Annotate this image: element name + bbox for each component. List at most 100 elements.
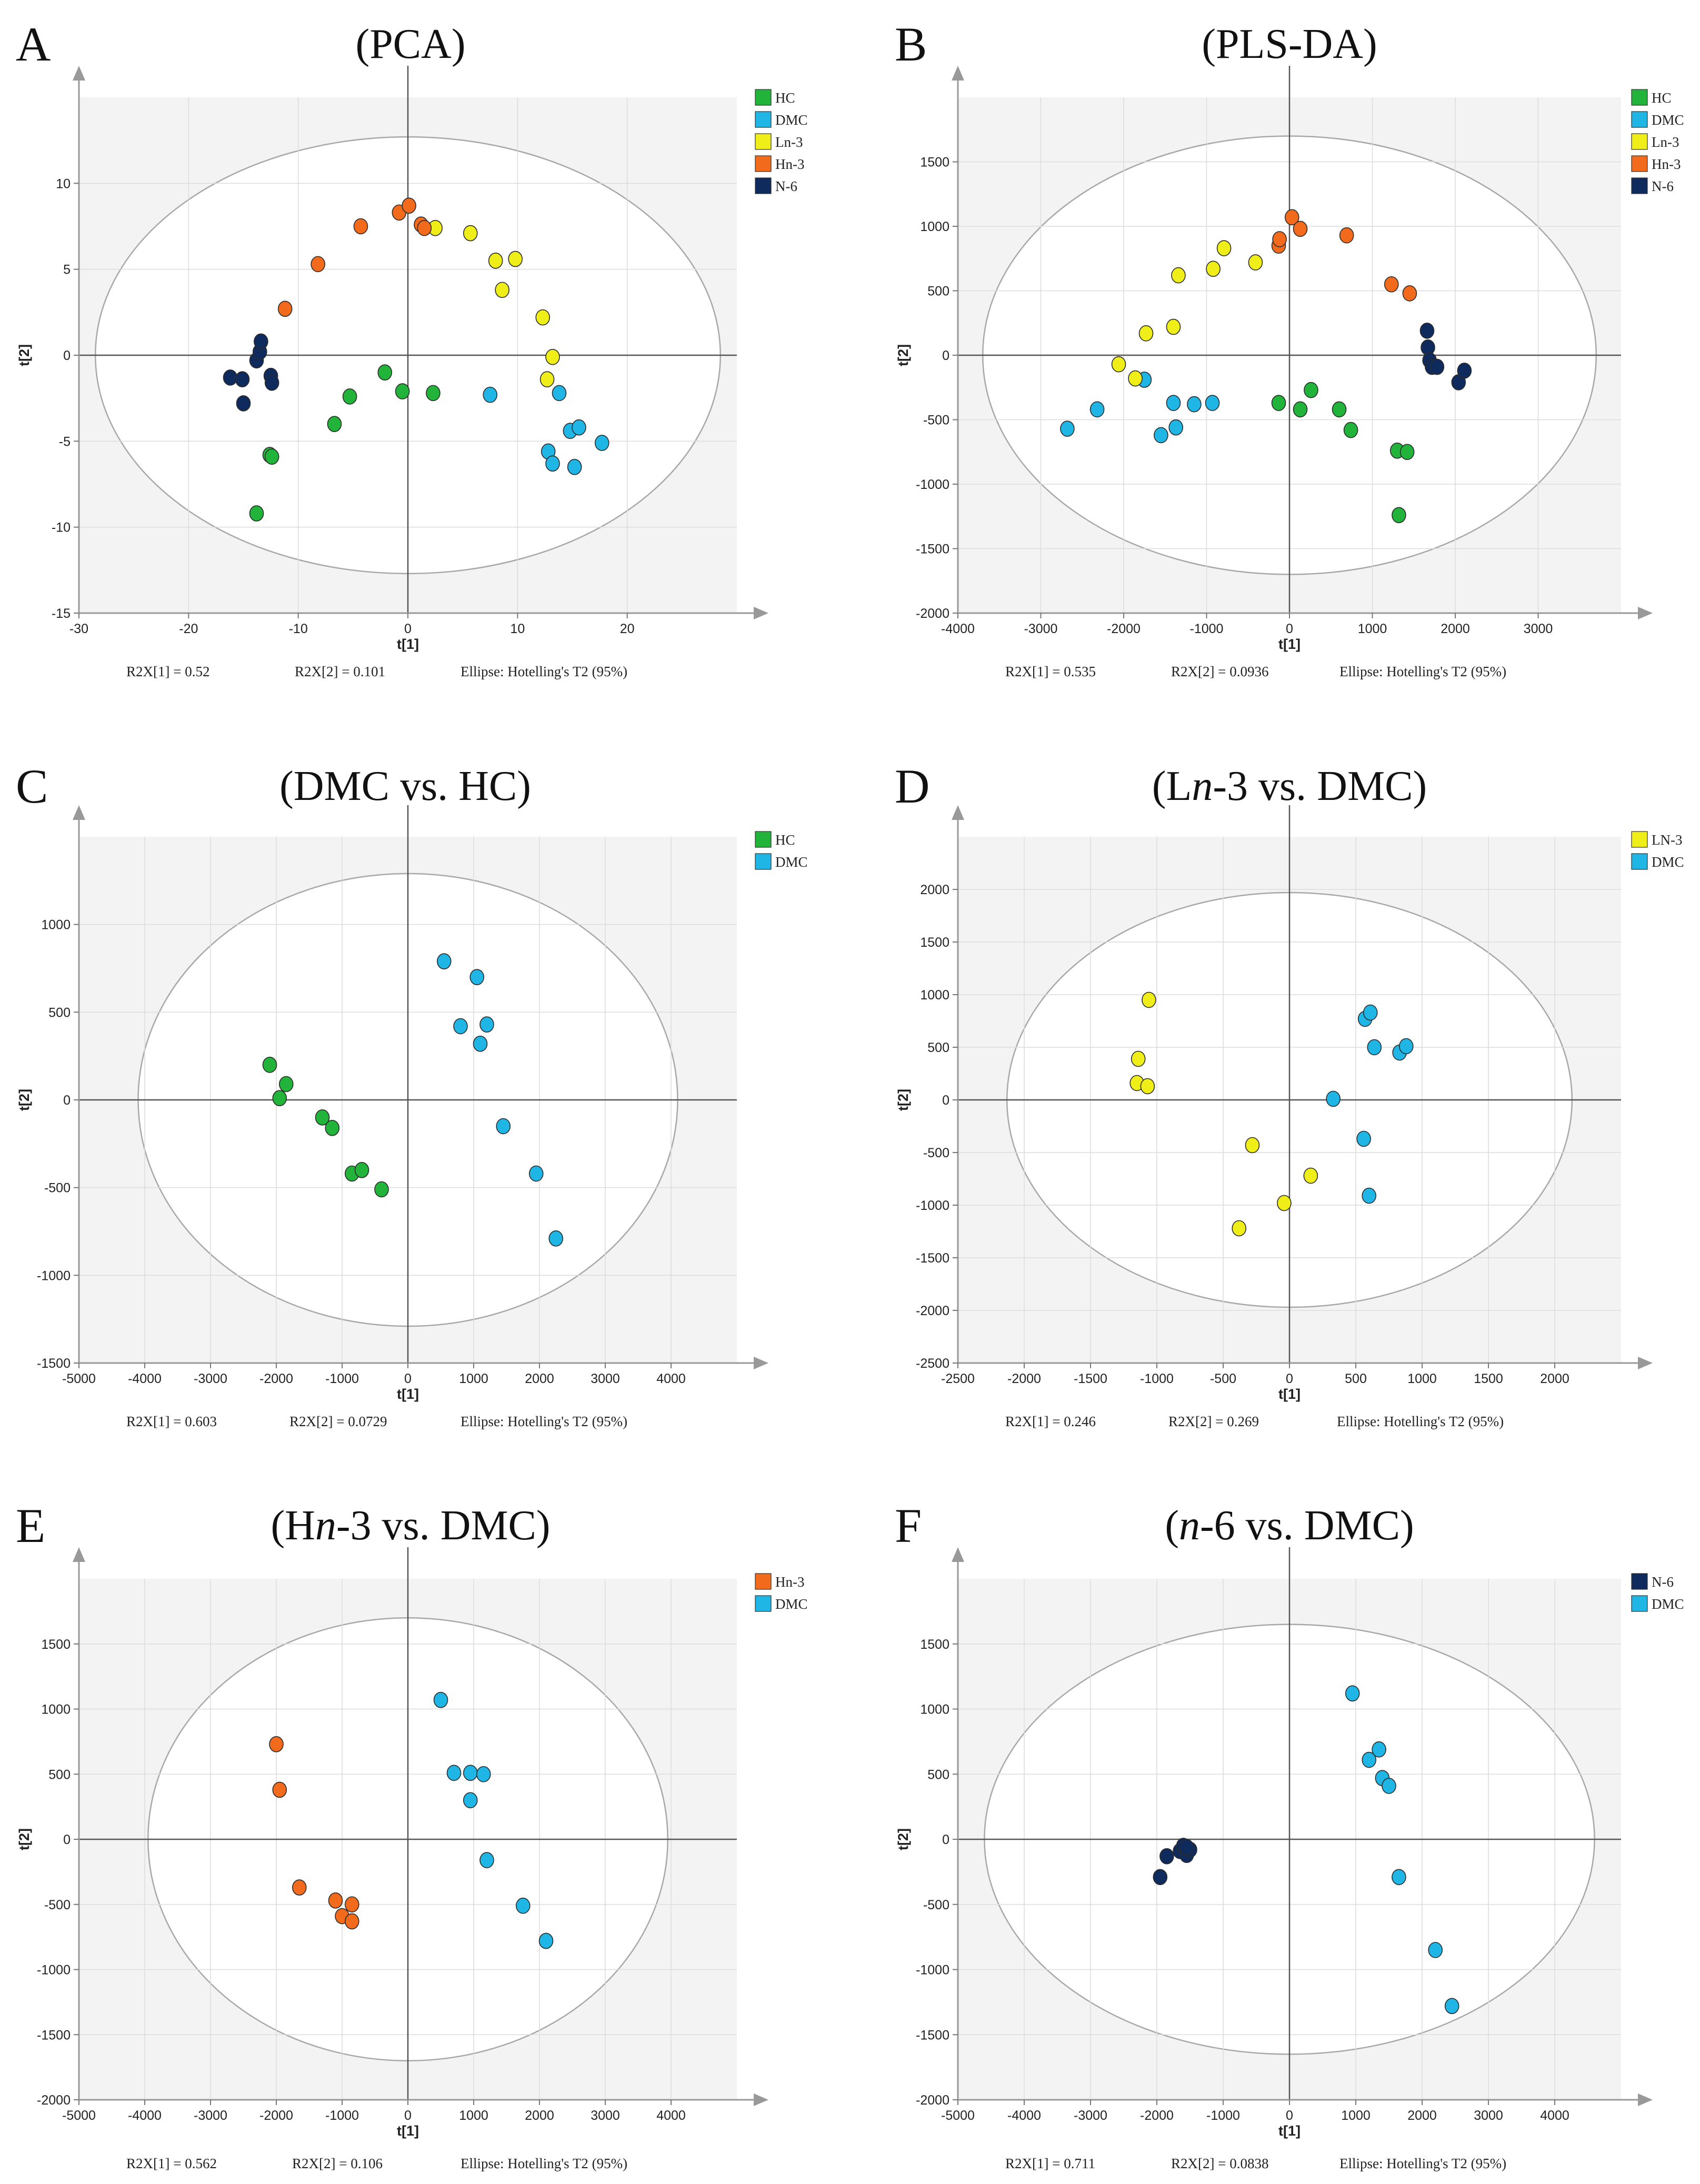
x-tick-label: 3000 (591, 2108, 620, 2123)
data-point (262, 1057, 277, 1073)
footer-ellipse: Ellipse: Hotelling's T2 (95%) (1337, 1414, 1504, 1429)
legend-label: DMC (1652, 112, 1684, 128)
data-point (1089, 401, 1105, 418)
legend-label: DMC (775, 112, 808, 128)
x-tick-label: 0 (1286, 622, 1293, 636)
y-axis-label: t[2] (895, 344, 911, 366)
data-point (469, 969, 485, 985)
data-point (417, 219, 432, 236)
data-point (1138, 325, 1154, 342)
data-point (1304, 382, 1318, 398)
y-tick-label: 1500 (920, 1637, 949, 1652)
panel-title: (DMC vs. HC) (279, 763, 531, 809)
x-axis-arrow (1638, 1357, 1653, 1369)
data-point (1171, 267, 1186, 284)
data-point (535, 309, 551, 326)
legend-label: HC (775, 90, 795, 106)
legend-swatch (755, 831, 772, 848)
data-point (1402, 285, 1417, 302)
legend-swatch (755, 1595, 772, 1612)
title-italic: n (1192, 763, 1213, 809)
legend-label: Hn-3 (775, 156, 805, 172)
legend-swatch (755, 133, 772, 150)
data-point (249, 505, 264, 522)
data-point (1343, 422, 1358, 438)
data-point (473, 1036, 488, 1052)
data-point (1159, 1848, 1174, 1865)
data-point (1277, 1195, 1292, 1211)
x-tick-label: -2000 (259, 1371, 293, 1386)
panel-a: A (PCA) -30 -20 -10 0 10 20 -15 -10 -5 0 5 10 t[1] t[2]… (16, 17, 808, 679)
footer-r2x1: R2X[1] = 0.246 (1005, 1414, 1096, 1429)
data-point (292, 1879, 307, 1896)
x-axis-arrow (754, 2093, 768, 2106)
x-tick-label: 1000 (1341, 2108, 1371, 2123)
data-point (344, 1896, 359, 1913)
legend-label: Ln-3 (775, 134, 803, 150)
panel-title: (Hn-3 vs. DMC) (271, 1502, 550, 1549)
x-axis-label: t[1] (1278, 2123, 1301, 2139)
footer-r2x2: R2X[2] = 0.269 (1168, 1414, 1259, 1429)
y-tick-label: -2000 (916, 606, 949, 621)
footer-r2x1: R2X[1] = 0.711 (1005, 2156, 1095, 2171)
data-point (1272, 231, 1287, 247)
legend-swatch (1631, 89, 1648, 106)
data-point (1284, 209, 1299, 226)
data-point (1166, 395, 1181, 411)
y-axis-arrow (952, 1547, 964, 1562)
y-tick-label: -10 (52, 520, 71, 535)
data-point (374, 1181, 389, 1198)
data-point (572, 419, 586, 436)
data-point (278, 1076, 294, 1093)
x-tick-label: -4000 (128, 2108, 162, 2123)
x-axis-label: t[1] (397, 2123, 419, 2139)
y-tick-label: -500 (923, 1898, 949, 1912)
legend-label: DMC (1652, 854, 1684, 870)
footer-r2x1: R2X[1] = 0.52 (126, 664, 209, 679)
x-tick-label: 1000 (459, 1371, 488, 1386)
x-tick-label: -4000 (941, 622, 975, 636)
data-point (235, 371, 250, 388)
data-point (552, 385, 567, 402)
data-point (1232, 1220, 1247, 1237)
legend-label: HC (775, 832, 795, 848)
data-point (1345, 1685, 1360, 1702)
y-tick-label: -2500 (916, 1356, 949, 1371)
data-point (272, 1781, 287, 1798)
data-point (1168, 419, 1184, 436)
data-point (508, 251, 523, 267)
legend-swatch (1631, 831, 1648, 848)
x-tick-label: -2500 (941, 1371, 975, 1386)
data-point (1140, 1078, 1155, 1095)
y-tick-label: -1000 (916, 1198, 949, 1213)
x-tick-label: 2000 (1407, 2108, 1437, 2123)
x-tick-label: -10 (289, 622, 308, 636)
y-axis-label: t[2] (16, 1089, 32, 1111)
legend-swatch (755, 177, 772, 194)
x-tick-label: -3000 (194, 2108, 227, 2123)
data-point (538, 1932, 554, 1949)
panel-title: (n-6 vs. DMC) (1165, 1502, 1414, 1549)
data-point (354, 1162, 369, 1178)
y-tick-label: 1000 (920, 1702, 949, 1717)
data-point (272, 1090, 287, 1106)
x-axis-arrow (754, 1357, 768, 1369)
data-point (567, 459, 582, 475)
title-rest: -6 vs. DMC) (1200, 1502, 1414, 1549)
data-point (402, 197, 416, 214)
data-point (433, 1691, 448, 1708)
y-tick-label: 500 (48, 1767, 71, 1782)
x-tick-label: -4000 (128, 1371, 162, 1386)
panel-letter: A (16, 17, 51, 71)
y-tick-label: -1000 (916, 477, 949, 492)
x-tick-label: -1000 (1190, 622, 1224, 636)
y-tick-label: -1500 (916, 1251, 949, 1266)
data-point (1362, 1751, 1376, 1768)
data-point (325, 1120, 340, 1136)
x-tick-label: 0 (1286, 1371, 1293, 1386)
title-part: (H (271, 1502, 315, 1549)
data-point (1399, 444, 1415, 460)
y-tick-label: -15 (52, 606, 71, 621)
title-rest: -3 vs. DMC) (1213, 763, 1427, 809)
x-tick-label: 0 (1286, 2108, 1293, 2123)
